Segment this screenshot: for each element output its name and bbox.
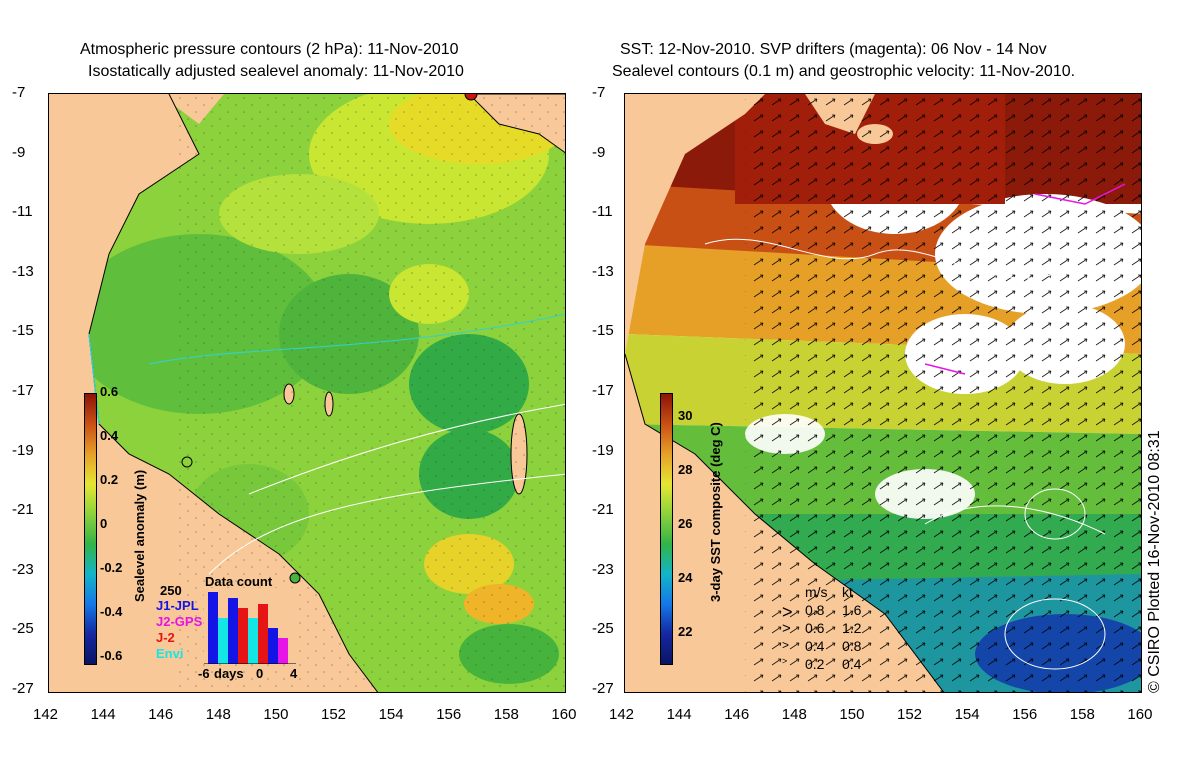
velocity-header-ms: m/s — [805, 584, 828, 600]
lat-tick-left-4: -15 — [12, 322, 34, 340]
right-cbar-ticks-3: 24 — [678, 570, 693, 585]
lon-tick-left-9: 160 — [551, 706, 577, 723]
lon-tick-right-1: 144 — [666, 706, 692, 723]
left-cbar-ticks-3: 0 — [100, 516, 108, 531]
left-cbar-ticks-2: 0.2 — [100, 472, 119, 487]
lat-tick-left-0: -7 — [12, 84, 26, 101]
lon-tick-left-8: 158 — [493, 706, 519, 723]
right-cbar-ticks-1: 28 — [678, 462, 693, 477]
lat-tick-right-2: -11 — [592, 203, 613, 221]
velocity-ms-3: 0.2 — [805, 656, 825, 672]
lat-tick-right-7: -21 — [592, 501, 614, 519]
data-count-bars — [204, 588, 296, 664]
lon-tick-right-0: 142 — [609, 706, 635, 723]
right-cbar-ticks-4: 22 — [678, 624, 693, 639]
sealevel-anomaly-map — [48, 93, 566, 693]
velocity-arrow-0: > — [782, 602, 793, 622]
sealevel-colorbar-label: Sealevel anomaly (m) — [132, 469, 147, 602]
sealevel-colorbar — [84, 393, 97, 665]
velocity-header-kt: kt — [842, 584, 853, 600]
lon-tick-right-8: 158 — [1069, 706, 1095, 723]
lat-tick-right-5: -17 — [592, 382, 614, 399]
lon-tick-left-0: 142 — [33, 706, 59, 723]
velocity-arrow-2: > — [782, 638, 790, 652]
lat-tick-left-5: -17 — [12, 382, 34, 399]
velocity-ms-0: 0.8 — [805, 602, 825, 618]
sealevel-anomaly-svg — [49, 94, 565, 692]
lon-tick-left-4: 150 — [263, 706, 289, 723]
data-count-axis-label: days — [214, 666, 244, 681]
left-cbar-ticks-6: -0.6 — [100, 648, 123, 663]
lon-tick-right-5: 152 — [897, 706, 923, 723]
lat-tick-right-0: -7 — [592, 84, 606, 101]
lat-tick-left-7: -21 — [12, 501, 34, 519]
lat-tick-right-9: -25 — [592, 620, 614, 638]
sst-colorbar-label: 3-day SST composite (deg C) — [708, 422, 723, 602]
lat-tick-left-1: -9 — [12, 143, 26, 161]
lat-tick-left-8: -23 — [12, 560, 34, 578]
right-cbar-ticks-2: 26 — [678, 516, 693, 531]
data-count-axis-mid: 0 — [256, 666, 264, 681]
left-title-line2: Isostatically adjusted sealevel anomaly:… — [88, 63, 464, 80]
lat-tick-right-1: -9 — [592, 143, 606, 161]
lon-tick-left-5: 152 — [321, 706, 347, 723]
velocity-kt-2: 0.8 — [842, 638, 862, 654]
lat-tick-left-6: -19 — [12, 441, 34, 459]
velocity-arrow-1: > — [782, 620, 791, 637]
left-cbar-ticks-4: -0.2 — [100, 560, 123, 575]
sst-svg — [625, 94, 1141, 692]
lon-tick-left-1: 144 — [90, 706, 116, 723]
lon-tick-left-3: 148 — [205, 706, 231, 723]
sst-map — [624, 93, 1142, 693]
data-source-2: J-2 — [156, 630, 175, 645]
lat-tick-right-8: -23 — [592, 560, 614, 578]
lon-tick-right-6: 154 — [954, 706, 980, 723]
left-title-line1: Atmospheric pressure contours (2 hPa): 1… — [80, 41, 459, 58]
lon-tick-left-6: 154 — [378, 706, 404, 723]
right-title-line1: SST: 12-Nov-2010. SVP drifters (magenta)… — [620, 41, 1047, 58]
lat-tick-right-4: -15 — [592, 322, 614, 340]
lat-tick-right-10: -27 — [592, 680, 614, 697]
data-source-0: J1-JPL — [156, 598, 199, 613]
lat-tick-left-10: -27 — [12, 680, 34, 697]
data-count-max: 250 — [160, 583, 182, 598]
right-title-line2: Sealevel contours (0.1 m) and geostrophi… — [612, 63, 1076, 80]
data-count-title: Data count — [205, 574, 273, 589]
lon-tick-left-2: 146 — [148, 706, 174, 723]
velocity-ms-1: 0.6 — [805, 620, 825, 636]
credit-text: © CSIRO Plotted 16-Nov-2010 08:31 — [1146, 430, 1163, 693]
velocity-arrow-3: > — [782, 656, 788, 666]
left-cbar-ticks-0: 0.6 — [100, 384, 119, 399]
lat-tick-left-9: -25 — [12, 620, 34, 638]
lon-tick-right-4: 150 — [839, 706, 865, 723]
velocity-ms-2: 0.4 — [805, 638, 825, 654]
velocity-kt-3: 0.4 — [842, 656, 862, 672]
data-source-3: Envi — [156, 646, 184, 661]
lon-tick-right-3: 148 — [781, 706, 807, 723]
lon-tick-right-7: 156 — [1012, 706, 1038, 723]
lon-tick-right-9: 160 — [1127, 706, 1153, 723]
lat-tick-left-3: -13 — [12, 262, 34, 280]
lat-tick-right-3: -13 — [592, 262, 614, 280]
left-cbar-ticks-1: 0.4 — [100, 428, 119, 443]
right-cbar-ticks-0: 30 — [678, 408, 693, 423]
data-source-1: J2-GPS — [156, 614, 203, 629]
lon-tick-left-7: 156 — [436, 706, 462, 723]
sst-colorbar — [660, 393, 673, 665]
lon-tick-right-2: 146 — [724, 706, 750, 723]
lat-tick-left-2: -11 — [12, 203, 33, 221]
lat-tick-right-6: -19 — [592, 441, 614, 459]
velocity-kt-0: 1.6 — [842, 602, 862, 618]
velocity-kt-1: 1.2 — [842, 620, 862, 636]
data-count-axis-right: 4 — [290, 666, 298, 681]
data-count-axis-left: -6 — [198, 666, 210, 681]
left-cbar-ticks-5: -0.4 — [100, 604, 123, 619]
